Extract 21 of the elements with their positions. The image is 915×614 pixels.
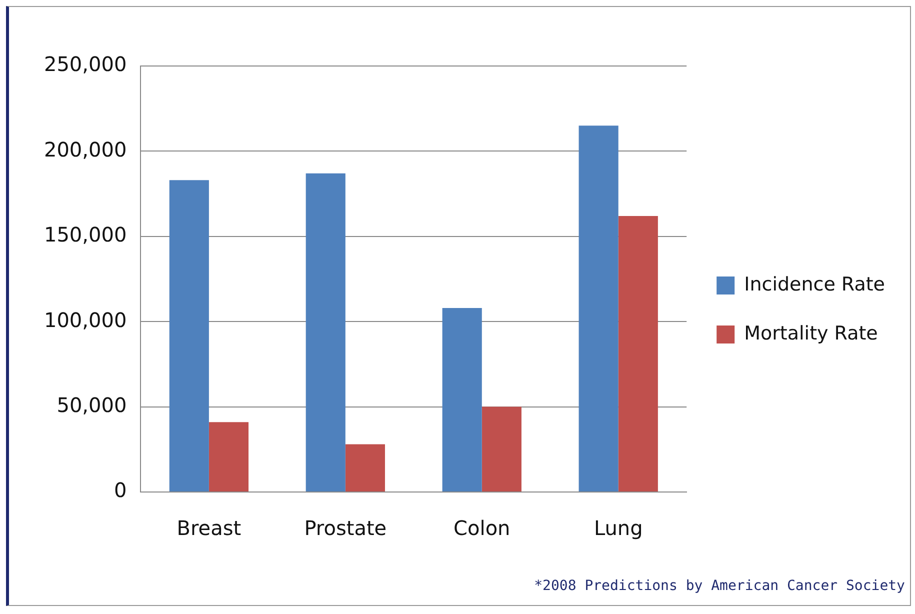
x-tick-label: Lung — [594, 516, 643, 540]
bar — [482, 406, 522, 492]
x-tick-label: Colon — [454, 516, 510, 540]
y-tick-label: 0 — [114, 478, 127, 502]
bar — [442, 308, 482, 492]
bar — [306, 173, 346, 492]
bar — [345, 444, 385, 492]
y-tick-label: 250,000 — [44, 52, 127, 76]
text: *2008 Predictions by American Cancer Society — [534, 578, 905, 594]
legend-label: Mortality Rate — [744, 322, 878, 344]
bar — [618, 216, 658, 492]
bar — [208, 422, 249, 492]
y-tick-label: 200,000 — [44, 137, 127, 162]
x-tick-label: Prostate — [304, 516, 387, 540]
y-tick-label: 50,000 — [56, 393, 127, 418]
x-tick-label: Breast — [176, 516, 242, 540]
legend-label: Incidence Rate — [744, 273, 885, 296]
bar — [169, 180, 209, 492]
bar — [578, 126, 618, 492]
y-tick-label: 100,000 — [44, 308, 127, 332]
y-tick-label: 150,000 — [44, 222, 127, 247]
